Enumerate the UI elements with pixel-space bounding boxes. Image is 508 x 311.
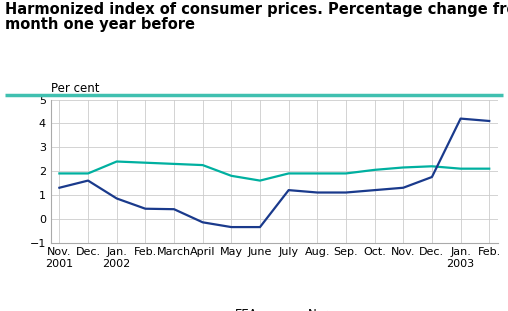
Norway: [142, 207, 148, 211]
EEA: [343, 172, 349, 175]
EEA: [285, 172, 292, 175]
Norway: [200, 220, 206, 224]
Norway: [56, 186, 62, 190]
Norway: [429, 175, 435, 179]
EEA: [171, 162, 177, 166]
Norway: [257, 225, 263, 229]
EEA: [400, 165, 406, 169]
Norway: [85, 179, 91, 183]
Norway: [114, 197, 120, 200]
Norway: [228, 225, 234, 229]
EEA: [458, 167, 464, 170]
EEA: [85, 172, 91, 175]
EEA: [371, 168, 377, 172]
EEA: [56, 172, 62, 175]
EEA: [228, 174, 234, 178]
Norway: [486, 119, 492, 123]
EEA: [429, 165, 435, 168]
EEA: [486, 167, 492, 170]
Norway: [285, 188, 292, 192]
Norway: [314, 191, 321, 194]
Legend: EEA, Norway: EEA, Norway: [191, 303, 358, 311]
Line: EEA: EEA: [59, 161, 489, 181]
EEA: [142, 161, 148, 165]
Text: Harmonized index of consumer prices. Percentage change from the same: Harmonized index of consumer prices. Per…: [5, 2, 508, 16]
Line: Norway: Norway: [59, 118, 489, 227]
EEA: [114, 160, 120, 163]
EEA: [200, 163, 206, 167]
Norway: [458, 117, 464, 120]
EEA: [257, 179, 263, 183]
Text: month one year before: month one year before: [5, 17, 195, 32]
Norway: [371, 188, 377, 192]
EEA: [314, 172, 321, 175]
Norway: [171, 207, 177, 211]
Text: Per cent: Per cent: [51, 82, 99, 95]
Norway: [343, 191, 349, 194]
Norway: [400, 186, 406, 190]
